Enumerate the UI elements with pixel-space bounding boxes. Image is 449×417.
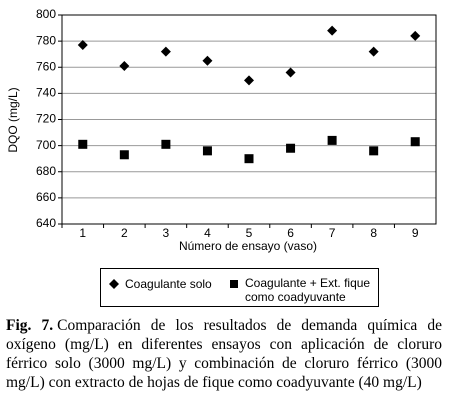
- x-tick-label: 3: [163, 226, 170, 240]
- x-tick-label: 6: [287, 226, 294, 240]
- legend-label: Coagulante solo: [125, 277, 212, 291]
- y-axis-label: DQO (mg/L): [6, 87, 20, 152]
- point: [410, 30, 421, 41]
- y-tick-label: 760: [36, 59, 56, 73]
- point: [369, 146, 379, 156]
- y-tick-label: 640: [36, 216, 56, 230]
- legend-marker: [109, 279, 119, 289]
- y-tick-label: 800: [36, 7, 56, 21]
- caption: Fig. 7. Comparación de los resultados de …: [6, 316, 442, 392]
- point: [119, 150, 129, 160]
- y-tick-label: 660: [36, 190, 56, 204]
- legend-marker: [230, 280, 238, 288]
- y-tick-label: 780: [36, 33, 56, 47]
- y-tick-label: 700: [36, 138, 56, 152]
- chart: DQO (mg/L) Número de ensayo (vaso) 64066…: [6, 7, 437, 253]
- x-tick-label: 5: [246, 226, 253, 240]
- point: [160, 46, 171, 57]
- point: [119, 60, 130, 71]
- point: [244, 154, 254, 164]
- point: [77, 40, 88, 51]
- y-tick-label: 720: [36, 112, 56, 126]
- legend: Coagulante solo Coagulante + Ext. fique …: [100, 268, 379, 307]
- y-tick-label: 680: [36, 164, 56, 178]
- point: [244, 75, 254, 86]
- point: [202, 55, 213, 66]
- point: [286, 143, 296, 153]
- caption-label: Fig. 7.: [6, 317, 54, 334]
- legend-label: Coagulante + Ext. fique como coadyuvante: [245, 276, 371, 304]
- point: [161, 139, 171, 149]
- plot-frame: [61, 14, 437, 225]
- x-tick-label: 9: [412, 226, 419, 240]
- caption-text: Comparación de los resultados de demanda…: [6, 317, 442, 391]
- x-tick-label: 7: [329, 226, 336, 240]
- legend-item: Coagulante solo: [109, 277, 212, 291]
- y-tick-label: 740: [36, 86, 56, 100]
- legend-item: Coagulante + Ext. fique como coadyuvante: [229, 276, 377, 304]
- x-tick-label: 4: [204, 226, 211, 240]
- x-axis-label: Número de ensayo (vaso): [179, 239, 317, 253]
- point: [78, 139, 88, 149]
- point: [327, 25, 338, 36]
- point: [202, 146, 212, 156]
- x-tick-label: 8: [370, 226, 377, 240]
- point: [410, 137, 420, 147]
- point: [327, 135, 337, 145]
- x-tick-label: 1: [79, 226, 86, 240]
- point: [368, 46, 379, 57]
- x-tick-label: 2: [121, 226, 128, 240]
- point: [285, 67, 296, 78]
